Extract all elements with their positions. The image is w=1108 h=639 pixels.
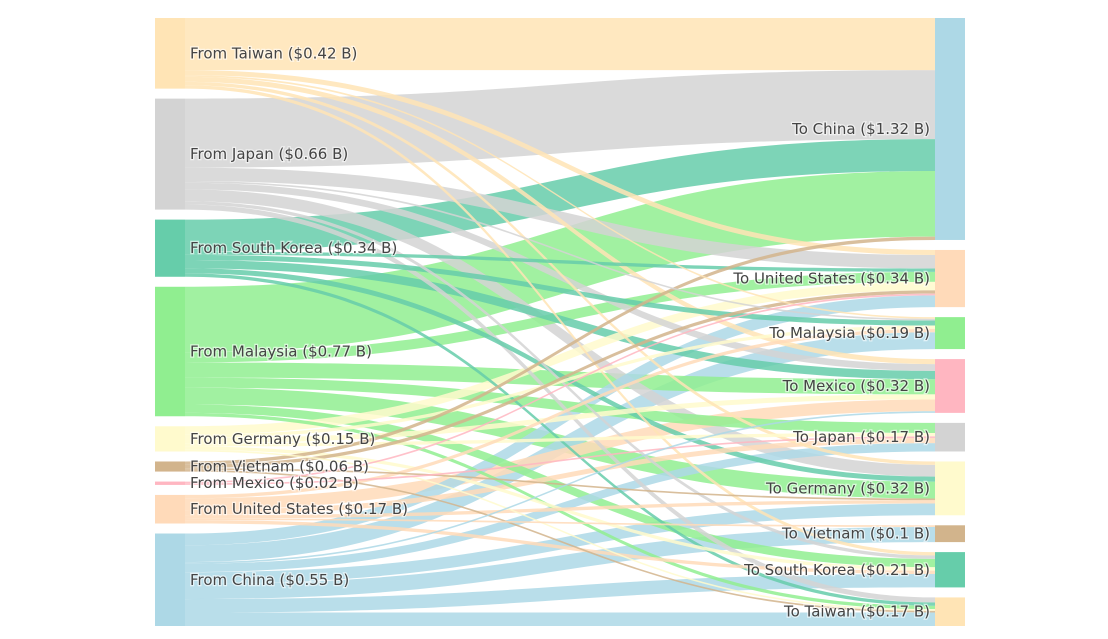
link-us-to-vn[interactable] — [185, 518, 935, 527]
link-cn-to-kr[interactable] — [185, 573, 935, 613]
link-cn-to-my[interactable] — [185, 332, 935, 563]
node-label-s_tw: From Taiwan ($0.42 B) — [190, 44, 357, 62]
link-tw-to-de[interactable] — [185, 81, 935, 465]
node-label-t_jp: To Japan ($0.17 B) — [792, 428, 930, 446]
node-label-s_my: From Malaysia ($0.77 B) — [190, 343, 372, 361]
link-us-to-kr[interactable] — [185, 520, 935, 574]
link-jp-to-mx[interactable] — [185, 182, 935, 371]
node-label-t_mx: To Mexico ($0.32 B) — [782, 377, 930, 395]
node-label-t_de: To Germany ($0.32 B) — [765, 479, 930, 497]
link-us-to-de[interactable] — [185, 500, 935, 519]
link-vn-to-us[interactable] — [185, 290, 935, 469]
node-label-t_us: To United States ($0.34 B) — [732, 270, 930, 288]
node-s_kr[interactable] — [155, 219, 185, 277]
link-my-to-tw[interactable] — [185, 412, 935, 610]
nodes-layer — [155, 18, 965, 626]
link-tw-to-cn[interactable] — [185, 18, 935, 71]
link-vn-to-cn[interactable] — [185, 236, 935, 465]
node-s_tw[interactable] — [155, 18, 185, 89]
link-kr-to-my[interactable] — [185, 254, 935, 326]
link-tw-to-us[interactable] — [185, 70, 935, 256]
node-label-s_de: From Germany ($0.15 B) — [190, 430, 375, 448]
node-t_cn[interactable] — [935, 18, 965, 240]
link-tw-to-kr[interactable] — [185, 85, 935, 556]
link-jp-to-cn[interactable] — [185, 70, 935, 168]
link-kr-to-us[interactable] — [185, 251, 935, 272]
link-jp-to-my[interactable] — [185, 181, 935, 321]
node-label-s_mx: From Mexico ($0.02 B) — [190, 474, 359, 492]
node-label-t_kr: To South Korea ($0.21 B) — [743, 561, 930, 579]
node-s_us[interactable] — [155, 494, 185, 524]
link-cn-to-tw[interactable] — [185, 612, 935, 626]
node-t_vn[interactable] — [935, 525, 965, 543]
link-us-to-jp[interactable] — [185, 438, 935, 516]
link-us-to-mx[interactable] — [185, 399, 935, 511]
link-de-to-mx[interactable] — [185, 394, 935, 444]
node-s_my[interactable] — [155, 286, 185, 417]
node-t_mx[interactable] — [935, 359, 965, 413]
node-label-s_cn: From China ($0.55 B) — [190, 571, 349, 589]
link-de-to-tw[interactable] — [185, 449, 935, 611]
link-us-to-my[interactable] — [185, 328, 935, 499]
link-my-to-kr[interactable] — [185, 404, 935, 568]
link-vn-to-tw[interactable] — [185, 469, 935, 613]
link-kr-to-de[interactable] — [185, 268, 935, 482]
link-jp-to-de[interactable] — [185, 189, 935, 477]
node-label-s_us: From United States ($0.17 B) — [190, 500, 408, 518]
node-t_jp[interactable] — [935, 422, 965, 452]
node-s_vn[interactable] — [155, 461, 185, 472]
links-layer — [185, 18, 935, 626]
node-label-s_jp: From Japan ($0.66 B) — [190, 145, 348, 163]
link-de-to-my[interactable] — [185, 325, 935, 439]
node-t_de[interactable] — [935, 461, 965, 516]
link-tw-to-mx[interactable] — [185, 76, 935, 365]
link-cn-to-mx[interactable] — [185, 411, 935, 564]
node-label-t_cn: To China ($1.32 B) — [791, 120, 930, 138]
node-s_cn[interactable] — [155, 533, 185, 626]
node-t_tw[interactable] — [935, 597, 965, 626]
labels-layer: From Taiwan ($0.42 B) From Japan ($0.66 B… — [189, 43, 932, 622]
node-s_de[interactable] — [155, 426, 185, 452]
link-jp-to-tw[interactable] — [185, 204, 935, 603]
node-s_mx[interactable] — [155, 481, 185, 485]
link-tw-to-my[interactable] — [185, 75, 935, 319]
node-label-t_vn: To Vietnam ($0.1 B) — [781, 525, 930, 543]
node-t_us[interactable] — [935, 249, 965, 308]
link-vn-to-de[interactable] — [185, 468, 935, 501]
link-mx-to-us[interactable] — [185, 293, 935, 484]
node-t_kr[interactable] — [935, 552, 965, 588]
node-label-s_vn: From Vietnam ($0.06 B) — [190, 458, 369, 476]
link-cn-to-de[interactable] — [185, 503, 935, 584]
node-t_my[interactable] — [935, 317, 965, 350]
node-label-s_kr: From South Korea ($0.34 B) — [190, 239, 397, 257]
link-de-to-jp[interactable] — [185, 432, 935, 447]
node-s_jp[interactable] — [155, 98, 185, 210]
node-label-t_tw: To Taiwan ($0.17 B) — [783, 603, 930, 621]
link-de-to-us[interactable] — [185, 281, 935, 435]
link-mx-to-jp[interactable] — [185, 436, 935, 485]
node-label-t_my: To Malaysia ($0.19 B) — [768, 324, 930, 342]
